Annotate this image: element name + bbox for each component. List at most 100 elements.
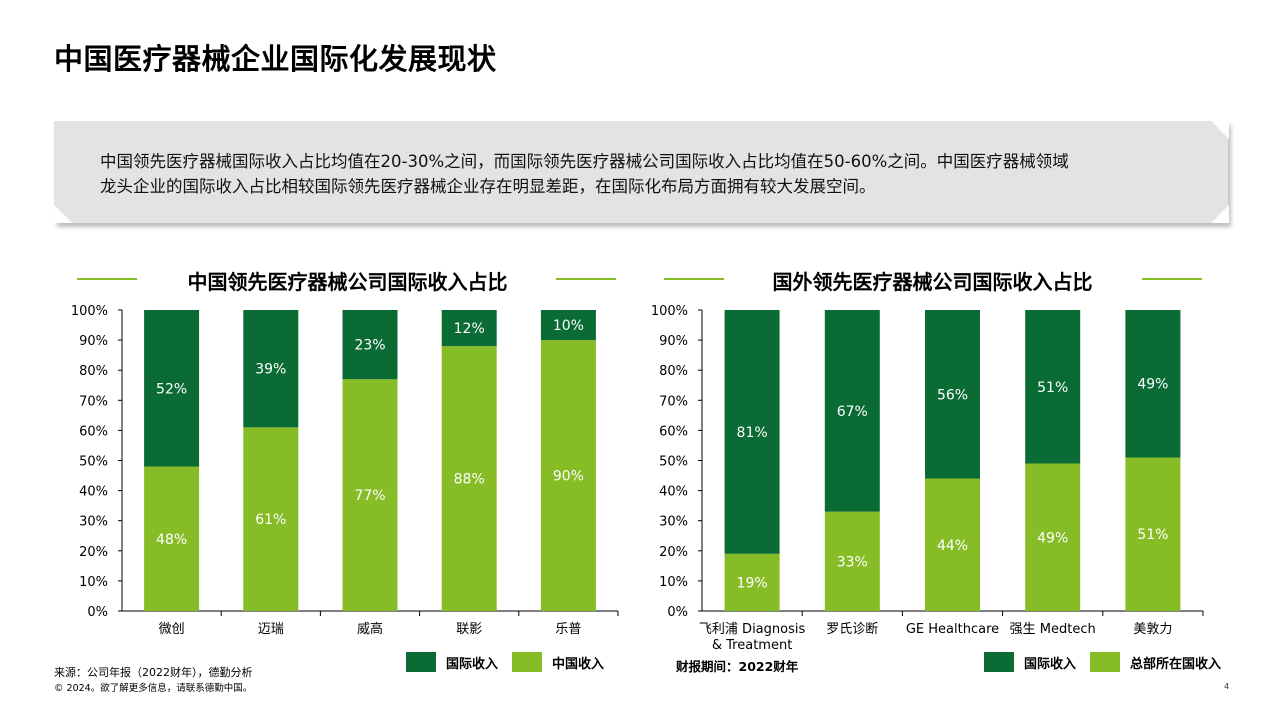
bar-international [243,310,299,428]
bar-international [144,310,200,467]
bar-domestic [342,379,398,611]
data-label-domestic: 88% [454,472,485,488]
legend-label: 中国收入 [552,656,605,672]
data-label-domestic: 90% [553,469,584,485]
data-label-domestic: 48% [156,532,187,548]
bar-domestic [243,427,299,611]
bar-domestic [824,511,880,611]
legend-swatch [984,652,1014,672]
bar-international [441,310,497,347]
summary-box: 中国领先医疗器械国际收入占比均值在20-30%之间，而国际领先医疗器械公司国际收… [54,121,1229,223]
data-label-domestic: 19% [737,575,768,591]
y-tick-label: 20% [79,545,108,560]
title-accent-line [1142,278,1202,280]
chart-title-china: 中国领先医疗器械公司国际收入占比 [187,270,508,294]
data-label-international: 51% [1037,380,1068,396]
x-category-label: 飞利浦 Diagnosis [699,622,806,637]
legend-item-domestic: 中国收入 [512,652,604,672]
bar-international [824,310,880,512]
data-label-international: 52% [156,381,187,397]
y-tick-label: 50% [79,455,108,470]
summary-text: 中国领先医疗器械国际收入占比均值在20-30%之间，而国际领先医疗器械公司国际收… [100,149,1190,199]
data-label-international: 23% [354,338,385,354]
y-tick-label: 0% [87,605,108,620]
y-tick-label: 100% [651,304,688,319]
legend-swatch [406,652,436,672]
x-category-label: 联影 [456,622,482,637]
bar-international [1125,310,1181,458]
data-label-domestic: 77% [354,488,385,504]
data-label-international: 67% [837,404,868,420]
legend-item-international: 国际收入 [406,652,498,672]
y-tick-label: 30% [79,515,108,530]
legend-china: 国际收入 中国收入 [406,652,618,672]
y-tick-label: 50% [659,455,688,470]
y-tick-label: 90% [79,334,108,349]
chart-title-foreign: 国外领先医疗器械公司国际收入占比 [772,270,1093,294]
y-tick-label: 40% [659,485,688,500]
bar-domestic [1125,457,1181,611]
footnote-source: 来源：公司年报（2022财年），德勤分析 [54,666,253,679]
summary-corner-cut [1211,205,1229,223]
legend-label: 总部所在国收入 [1130,656,1222,672]
title-accent-line [77,278,137,280]
data-label-domestic: 51% [1137,527,1168,543]
summary-corner-cut [1211,121,1229,139]
y-tick-label: 70% [79,394,108,409]
legend-foreign: 国际收入 总部所在国收入 [984,652,1235,672]
legend-label: 国际收入 [446,656,499,672]
data-label-domestic: 33% [837,554,868,570]
x-category-label: 乐普 [555,622,581,637]
x-category-label: 微创 [159,622,185,637]
bar-international [1025,310,1081,464]
bar-domestic [1025,463,1081,611]
bar-domestic [724,553,780,611]
x-category-label: & Treatment [712,638,792,653]
y-tick-label: 80% [79,364,108,379]
footnote-copyright: © 2024。欲了解更多信息，请联系德勤中国。 [54,683,253,694]
y-tick-label: 30% [659,515,688,530]
data-label-international: 81% [737,425,768,441]
summary-line-2: 龙头企业的国际收入占比相较国际领先医疗器械企业存在明显差距，在国际化布局方面拥有… [100,177,876,196]
y-tick-label: 40% [79,485,108,500]
bar-domestic [144,466,200,611]
title-accent-line [664,278,724,280]
y-tick-label: 100% [71,304,108,319]
y-tick-label: 70% [659,394,688,409]
x-category-label: 威高 [357,621,383,637]
x-category-label: 美敦力 [1133,621,1172,637]
y-tick-label: 60% [79,424,108,439]
title-accent-line [556,278,616,280]
bar-international [540,310,596,341]
x-category-label: 罗氏诊断 [826,622,878,637]
x-category-label: GE Healthcare [906,622,999,637]
legend-item-international: 国际收入 [984,652,1076,672]
legend-item-hq-country: 总部所在国收入 [1090,652,1221,672]
bar-domestic [925,478,980,611]
legend-label: 国际收入 [1024,656,1077,672]
bar-international [342,310,398,380]
y-tick-label: 10% [79,575,108,590]
bar-international [724,310,780,554]
x-category-label: 迈瑞 [258,622,284,637]
bar-international [925,310,980,479]
data-label-domestic: 44% [937,538,968,554]
y-tick-label: 20% [659,545,688,560]
data-label-international: 12% [454,321,485,337]
y-tick-label: 0% [667,605,688,620]
data-label-international: 56% [937,387,968,403]
data-label-domestic: 49% [1037,530,1068,546]
page-title: 中国医疗器械企业国际化发展现状 [54,42,497,76]
y-tick-label: 80% [659,364,688,379]
data-label-international: 10% [553,318,584,334]
legend-swatch [512,652,543,672]
y-tick-label: 90% [659,334,688,349]
summary-line-1: 中国领先医疗器械国际收入占比均值在20-30%之间，而国际领先医疗器械公司国际收… [100,152,1069,171]
y-tick-label: 60% [659,424,688,439]
y-tick-label: 10% [659,575,688,590]
page-number: 4 [1224,682,1230,691]
bar-domestic [540,340,596,611]
bar-domestic [441,346,497,611]
summary-corner-cut [54,205,72,223]
